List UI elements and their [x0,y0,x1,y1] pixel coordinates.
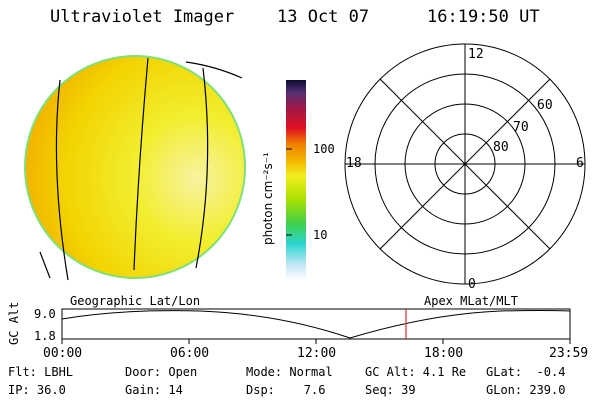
info-glon: GLon: 239.0 [486,383,566,397]
lat-label-80: 80 [493,140,509,155]
apex-title: Apex MLat/MLT [424,294,518,308]
mlt-label-6: 6 [576,156,584,171]
info-dsp: Dsp: 7.6 [246,383,326,397]
info-filter: Flt: LBHL [8,365,74,379]
xtick-1200: 12:00 [297,346,337,361]
gc-alt-axis-label: GC Alt [7,301,21,345]
xtick-0000: 00:00 [43,346,83,361]
xtick-2359: 23:59 [549,346,589,361]
lat-label-70: 70 [513,120,529,135]
info-gain: Gain: 14 [125,383,183,397]
mlt-label-12: 12 [468,47,484,62]
polar-grid [344,43,586,285]
mlt-label-18: 18 [346,156,362,171]
info-glat: GLat: -0.4 [486,365,566,379]
colorbar-tick-10: 10 [313,228,328,242]
info-mode: Mode: Normal [246,365,333,379]
earth-disk-image [24,55,246,300]
ytick-bottom: 1.8 [34,329,56,343]
altitude-curve [61,310,571,339]
info-seq: Seq: 39 [365,383,416,397]
colorbar [286,80,306,280]
xtick-1800: 18:00 [424,346,464,361]
ytick-top: 9.0 [34,307,56,321]
mlt-label-0: 0 [468,277,476,292]
xtick-0600: 06:00 [170,346,210,361]
time: 16:19:50 UT [427,7,540,27]
colorbar-tick-100: 100 [313,142,335,156]
colorbar-unit-label: photon cm⁻²s⁻¹ [261,152,275,245]
altitude-panel [61,308,571,344]
info-ip: IP: 36.0 [8,383,66,397]
title: Ultraviolet Imager [50,7,235,27]
date: 13 Oct 07 [277,7,370,27]
info-gc-alt: GC Alt: 4.1 Re [365,365,467,379]
lat-label-60: 60 [537,98,553,113]
geographic-title: Geographic Lat/Lon [70,294,201,308]
info-door: Door: Open [125,365,198,379]
